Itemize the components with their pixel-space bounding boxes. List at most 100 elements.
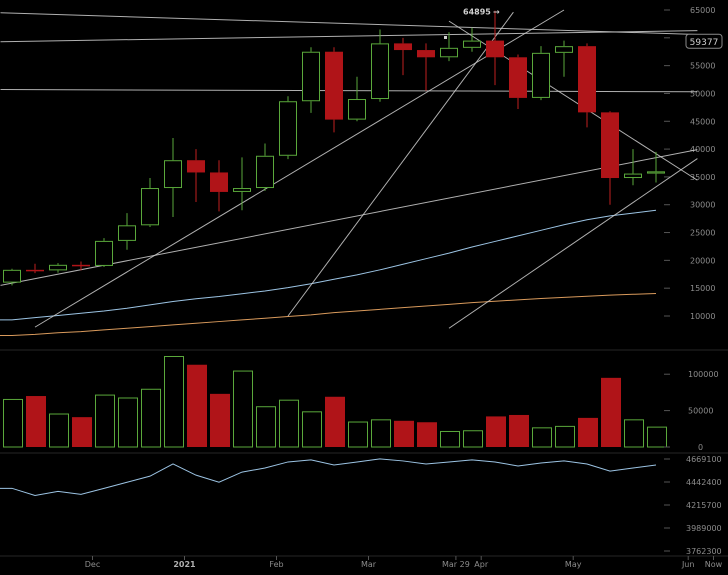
x-tick-label: Dec bbox=[85, 560, 100, 569]
volume-bar[interactable] bbox=[371, 419, 391, 448]
volume-bar[interactable] bbox=[348, 421, 368, 448]
candle[interactable] bbox=[509, 54, 527, 110]
candle[interactable] bbox=[95, 238, 113, 268]
candle[interactable] bbox=[463, 27, 481, 52]
candle[interactable] bbox=[141, 178, 159, 227]
trend-line[interactable] bbox=[448, 158, 698, 329]
candle-body-down bbox=[486, 40, 504, 58]
moving-average-line-1 bbox=[0, 209, 657, 321]
candle-body-up bbox=[463, 40, 481, 48]
trend-line[interactable] bbox=[0, 12, 698, 35]
volume-bar[interactable] bbox=[647, 426, 667, 448]
candle-body-down bbox=[509, 57, 527, 98]
trend-line[interactable] bbox=[34, 9, 565, 328]
indicator-tick-label: 4669100 bbox=[686, 455, 722, 464]
volume-bar[interactable] bbox=[463, 430, 483, 448]
volume-bar[interactable] bbox=[532, 427, 552, 448]
candle[interactable] bbox=[440, 32, 458, 62]
volume-bar[interactable] bbox=[555, 425, 575, 448]
candle[interactable] bbox=[26, 263, 44, 274]
volume-bar[interactable] bbox=[233, 370, 253, 448]
candle[interactable] bbox=[325, 47, 343, 133]
x-tick-label: Feb bbox=[269, 560, 283, 569]
volume-bar[interactable] bbox=[26, 396, 46, 447]
cursor-dot bbox=[444, 36, 447, 39]
candle-body-up bbox=[49, 264, 67, 271]
volume-bar[interactable] bbox=[325, 396, 345, 447]
candle-body-up bbox=[532, 52, 550, 98]
candle[interactable] bbox=[187, 149, 205, 202]
candle[interactable] bbox=[302, 47, 320, 113]
candle[interactable] bbox=[164, 137, 182, 217]
trend-line[interactable] bbox=[0, 30, 698, 43]
candle[interactable] bbox=[3, 268, 21, 286]
volume-bar[interactable] bbox=[486, 416, 506, 447]
volume-bar[interactable] bbox=[49, 413, 69, 448]
price-tick-label: 45000 bbox=[690, 117, 715, 126]
volume-bar[interactable] bbox=[187, 364, 207, 447]
candle-body-down bbox=[601, 112, 619, 179]
price-tick-label: 35000 bbox=[690, 173, 715, 182]
candle[interactable] bbox=[624, 149, 642, 186]
x-axis: Dec 2021 Feb Mar Mar 29 Apr May Jun Now bbox=[85, 556, 723, 569]
volume-tick-label: 0 bbox=[698, 443, 703, 452]
candle-body-down bbox=[417, 50, 435, 58]
volume-bar[interactable] bbox=[417, 422, 437, 447]
candle[interactable] bbox=[72, 261, 90, 271]
candle-body-down bbox=[72, 264, 90, 267]
candle[interactable] bbox=[532, 46, 550, 101]
volume-bar[interactable] bbox=[624, 419, 644, 448]
candle[interactable] bbox=[49, 263, 67, 273]
trend-line[interactable] bbox=[287, 11, 514, 317]
volume-bar[interactable] bbox=[256, 406, 276, 448]
candle[interactable] bbox=[555, 40, 573, 77]
volume-bar[interactable] bbox=[509, 414, 529, 447]
price-panel[interactable]: 10000 15000 20000 25000 30000 35000 40000 45000… bbox=[0, 6, 728, 351]
candle-body-up bbox=[279, 101, 297, 156]
price-tick-label: 55000 bbox=[690, 62, 715, 71]
volume-bar[interactable] bbox=[578, 417, 598, 447]
trend-line[interactable] bbox=[0, 149, 698, 286]
x-tick-label: Apr bbox=[474, 560, 489, 569]
x-tick-label: May bbox=[565, 560, 582, 569]
volume-bar[interactable] bbox=[118, 397, 138, 448]
x-tick-label: Mar bbox=[361, 560, 377, 569]
volume-bar[interactable] bbox=[279, 399, 299, 448]
candle[interactable] bbox=[601, 111, 619, 205]
indicator-tick-label: 3762300 bbox=[686, 547, 722, 556]
candle[interactable] bbox=[486, 10, 504, 86]
volume-bar[interactable] bbox=[302, 411, 322, 448]
candle[interactable] bbox=[118, 213, 136, 250]
candle[interactable] bbox=[348, 76, 366, 122]
x-tick-label: Jun bbox=[681, 560, 695, 569]
price-tick-label: 30000 bbox=[690, 201, 715, 210]
candle-body-up bbox=[141, 188, 159, 226]
volume-panel: 0 50000 100000 bbox=[0, 356, 728, 454]
volume-bar[interactable] bbox=[210, 393, 230, 447]
candle[interactable] bbox=[647, 151, 665, 183]
volume-bar[interactable] bbox=[95, 394, 115, 448]
indicator-tick-label: 3989000 bbox=[686, 524, 722, 533]
candle[interactable] bbox=[578, 43, 596, 128]
volume-bar[interactable] bbox=[394, 420, 414, 447]
volume-bar[interactable] bbox=[601, 377, 621, 447]
candle-body-up bbox=[348, 99, 366, 120]
volume-bar[interactable] bbox=[72, 417, 92, 447]
volume-bar[interactable] bbox=[440, 430, 460, 448]
volume-tick-label: 100000 bbox=[688, 370, 719, 379]
indicator-panel: 3762300 3989000 4215700 4442400 4669100 bbox=[0, 455, 728, 557]
indicator-line[interactable] bbox=[0, 458, 657, 496]
last-price-box bbox=[685, 33, 723, 49]
candle[interactable] bbox=[279, 96, 297, 160]
price-tick-label: 50000 bbox=[690, 89, 715, 98]
candle[interactable] bbox=[371, 29, 389, 102]
volume-bar[interactable] bbox=[164, 356, 184, 448]
volume-bar[interactable] bbox=[3, 398, 23, 448]
candle[interactable] bbox=[210, 160, 228, 212]
candle[interactable] bbox=[394, 37, 412, 76]
candle[interactable] bbox=[256, 143, 274, 191]
candle[interactable] bbox=[233, 157, 251, 211]
candle[interactable] bbox=[417, 43, 435, 91]
volume-bar[interactable] bbox=[141, 388, 161, 448]
